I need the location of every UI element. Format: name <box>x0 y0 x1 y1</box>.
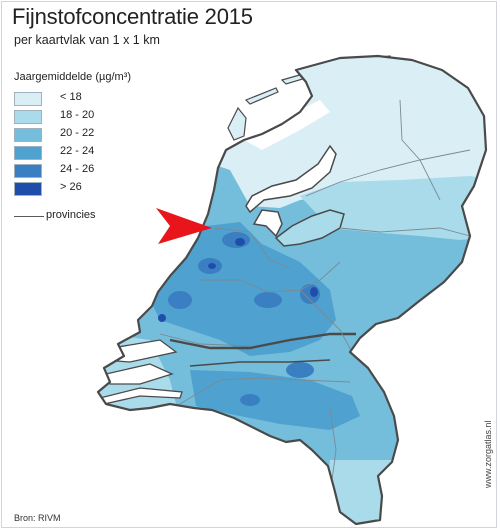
island-texel <box>227 106 247 141</box>
legend-swatch-6 <box>14 182 42 196</box>
map-title: Fijnstofconcentratie 2015 <box>12 4 253 29</box>
legend-swatch-5 <box>14 164 42 178</box>
ijsselmeer <box>245 144 337 214</box>
legend-label: 24 - 26 <box>60 163 95 175</box>
legend-swatch-4 <box>14 146 42 160</box>
province-legend-label: provincies <box>46 209 96 221</box>
flevoland <box>274 209 345 247</box>
legend-title: Jaargemiddelde (µg/m³) <box>14 71 131 83</box>
river-waal <box>169 332 356 350</box>
credit-text: www.zorgatlas.nl <box>483 420 493 488</box>
legend-label: 18 - 20 <box>60 109 95 121</box>
map-subtitle: per kaartvlak van 1 x 1 km <box>14 33 160 47</box>
legend-label: < 18 <box>60 91 82 103</box>
legend-swatch-3 <box>14 128 42 142</box>
river-maas <box>189 359 331 367</box>
legend-swatch-1 <box>14 92 42 106</box>
legend-label: 22 - 24 <box>60 145 95 157</box>
pointer-arrow-icon <box>156 208 212 244</box>
concentration-zones <box>98 56 486 524</box>
legend-label: > 26 <box>60 181 82 193</box>
markermeer <box>252 209 283 238</box>
island-vlieland <box>244 87 279 105</box>
legend-swatch-2 <box>14 110 42 124</box>
province-line-sample <box>14 216 44 217</box>
source-note: Bron: RIVM <box>14 513 61 523</box>
legend-label: 20 - 22 <box>60 127 95 139</box>
province-boundaries <box>159 99 471 481</box>
